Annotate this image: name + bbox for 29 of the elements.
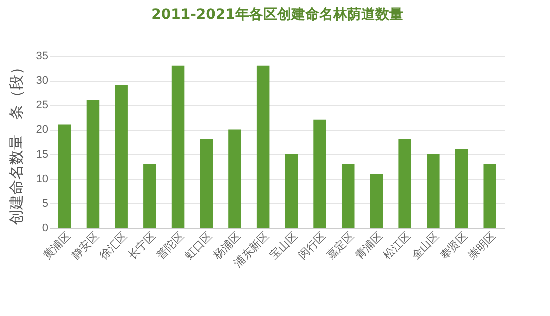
- bar: [228, 130, 242, 228]
- bar: [314, 120, 326, 228]
- bar: [200, 140, 214, 228]
- y-tick-label: 10: [36, 173, 48, 186]
- bar: [86, 100, 100, 228]
- bar: [398, 140, 412, 228]
- bar: [285, 154, 298, 228]
- y-tick-label: 5: [42, 198, 48, 210]
- chart-title: 2011-2021年各区创建命名林荫道数量: [152, 7, 404, 23]
- bar: [115, 85, 128, 228]
- y-tick-label: 30: [36, 75, 48, 88]
- y-tick-label: 35: [36, 50, 48, 62]
- y-tick-label: 20: [36, 124, 48, 136]
- x-tick-label: 崇明区: [466, 230, 499, 262]
- y-tick-label: 0: [42, 222, 48, 234]
- bar: [427, 154, 440, 228]
- bar: [342, 164, 355, 228]
- bar: [58, 124, 72, 228]
- bar: [144, 164, 156, 228]
- bar: [370, 174, 384, 228]
- bar: [455, 149, 468, 228]
- y-axis-title: 创建命名数量 条（段）: [7, 60, 26, 225]
- x-tick-label: 静安区: [69, 230, 102, 262]
- bar: [484, 164, 496, 228]
- bar: [256, 66, 270, 228]
- y-tick-label: 25: [36, 100, 48, 112]
- bar: [172, 66, 185, 228]
- y-tick-label: 15: [36, 148, 48, 161]
- x-tick-label: 闵行区: [296, 230, 329, 262]
